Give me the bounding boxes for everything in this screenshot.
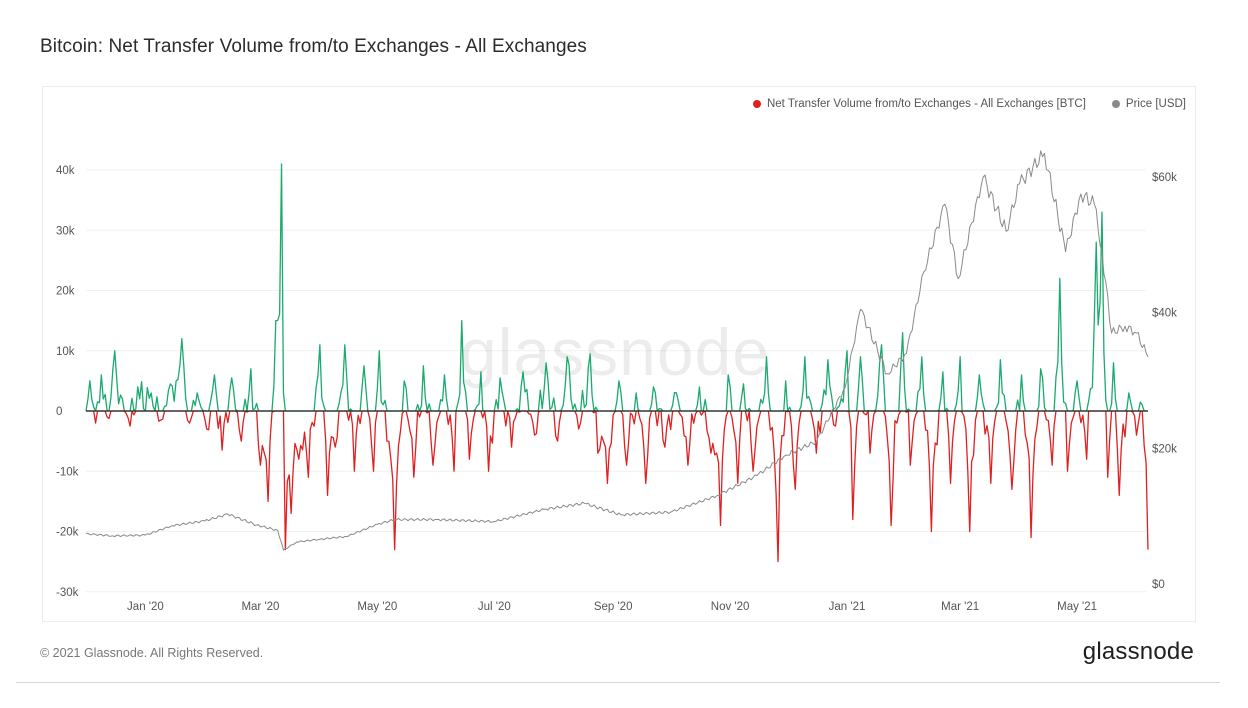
x-tick-label-6: Jan '21 bbox=[829, 601, 866, 613]
y-left-tick-label-0: -30k bbox=[56, 587, 79, 599]
x-tick-label-3: Jul '20 bbox=[478, 601, 511, 613]
series-price bbox=[85, 150, 1149, 551]
watermark-text: glassnode bbox=[460, 315, 770, 389]
x-tick-label-2: May '20 bbox=[357, 601, 397, 613]
copyright-text: © 2021 Glassnode. All Rights Reserved. bbox=[40, 646, 264, 660]
y-right-tick-label-1: $20k bbox=[1152, 443, 1177, 455]
series-net-transfer-negative bbox=[86, 410, 1149, 563]
x-tick-label-8: May '21 bbox=[1057, 601, 1097, 613]
x-tick-label-0: Jan '20 bbox=[127, 601, 164, 613]
y-left-tick-label-1: -20k bbox=[56, 527, 79, 539]
x-tick-label-5: Nov '20 bbox=[711, 601, 750, 613]
glassnode-logo: glassnode bbox=[1082, 638, 1194, 665]
x-tick-label-1: Mar '20 bbox=[241, 601, 279, 613]
y-right-tick-label-0: $0 bbox=[1152, 579, 1165, 591]
y-left-tick-label-6: 30k bbox=[56, 225, 75, 237]
y-left-tick-label-4: 10k bbox=[56, 346, 75, 358]
y-left-tick-label-7: 40k bbox=[56, 165, 75, 177]
legend-marker-gray bbox=[1111, 100, 1120, 108]
y-right-tick-label-3: $60k bbox=[1152, 172, 1177, 184]
y-left-tick-label-5: 20k bbox=[56, 286, 75, 298]
legend-marker-red bbox=[752, 100, 761, 108]
chart-title: Bitcoin: Net Transfer Volume from/to Exc… bbox=[40, 36, 587, 57]
footer-divider bbox=[16, 682, 1220, 683]
legend-item-net-transfer[interactable]: Net Transfer Volume from/to Exchanges - … bbox=[752, 98, 1086, 110]
legend-label-net-transfer: Net Transfer Volume from/to Exchanges - … bbox=[766, 98, 1086, 110]
legend-label-price: Price [USD] bbox=[1125, 98, 1186, 110]
y-left-tick-label-3: 0 bbox=[56, 406, 62, 418]
legend-item-price[interactable]: Price [USD] bbox=[1111, 98, 1186, 110]
y-right-tick-label-2: $40k bbox=[1152, 308, 1177, 320]
y-left-tick-label-2: -10k bbox=[56, 466, 79, 478]
x-tick-label-4: Sep '20 bbox=[594, 601, 633, 613]
x-tick-label-7: Mar '21 bbox=[941, 601, 979, 613]
chart-legend: Net Transfer Volume from/to Exchanges - … bbox=[752, 98, 1186, 110]
chart-panel bbox=[42, 86, 1196, 622]
